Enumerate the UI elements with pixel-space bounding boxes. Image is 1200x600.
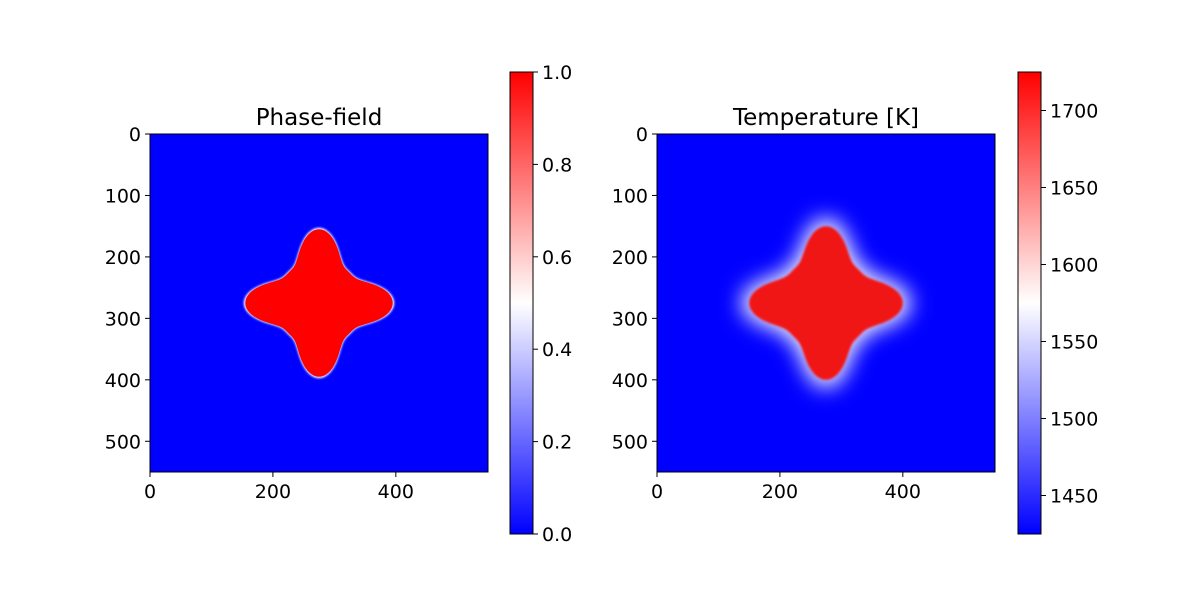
chart-title-temperature: Temperature [K] xyxy=(732,105,919,131)
x-tick-label: 0 xyxy=(144,481,156,503)
colorbar-ticks-phase-field: 0.0 0.2 0.4 0.6 0.8 1.0 xyxy=(533,62,572,546)
axis-ticks-phase-field: 0 200 400 0 100 200 300 400 500 xyxy=(105,124,414,503)
y-tick-label: 300 xyxy=(612,308,648,330)
dendrite-temperature xyxy=(749,226,903,380)
colorbar-tick-label: 0.4 xyxy=(542,339,572,361)
colorbar-tick-label: 1650 xyxy=(1050,178,1098,200)
y-tick-label: 400 xyxy=(612,370,648,392)
x-tick-label: 200 xyxy=(255,481,291,503)
x-tick-label: 400 xyxy=(885,481,921,503)
chart-title-phase-field: Phase-field xyxy=(256,105,383,131)
colorbar-tick-label: 0.6 xyxy=(542,247,572,269)
axes-frame-phase-field xyxy=(149,133,489,473)
y-tick-label: 200 xyxy=(612,247,648,269)
colorbar-tick-label: 1600 xyxy=(1050,255,1098,277)
y-tick-label: 0 xyxy=(636,124,648,146)
x-tick-label: 0 xyxy=(651,481,663,503)
colorbar-tick-label: 1.0 xyxy=(542,62,572,84)
y-tick-label: 500 xyxy=(612,431,648,453)
y-tick-label: 300 xyxy=(105,308,141,330)
axis-ticks-temperature: 0 200 400 0 100 200 300 400 500 xyxy=(612,124,921,503)
colorbar-temperature xyxy=(1017,71,1042,535)
y-tick-label: 100 xyxy=(105,185,141,207)
colorbar-tick-label: 1700 xyxy=(1050,101,1098,123)
colorbar-ticks-temperature: 1450 1500 1550 1600 1650 1700 xyxy=(1041,101,1098,508)
x-tick-label: 400 xyxy=(378,481,414,503)
colorbar-tick-label: 1500 xyxy=(1050,409,1098,431)
panel-temperature: Temperature [K] 0 200 4000100200300400500 … xyxy=(612,71,1098,535)
colorbar-tick-label: 1450 xyxy=(1050,486,1098,508)
x-tick-label: 200 xyxy=(762,481,798,503)
axes-frame-temperature xyxy=(656,133,996,473)
y-tick-label: 0 xyxy=(129,124,141,146)
y-tick-label: 500 xyxy=(105,431,141,453)
colorbar-tick-label: 0.0 xyxy=(542,524,572,546)
colorbar-tick-label: 0.8 xyxy=(542,154,572,176)
colorbar-tick-label: 0.2 xyxy=(542,432,572,454)
y-tick-label: 400 xyxy=(105,370,141,392)
colorbar-phase-field xyxy=(509,71,534,535)
dendrite-phase-field xyxy=(245,229,393,377)
colorbar-tick-label: 1550 xyxy=(1050,332,1098,354)
y-tick-label: 100 xyxy=(612,185,648,207)
y-tick-label: 200 xyxy=(105,247,141,269)
